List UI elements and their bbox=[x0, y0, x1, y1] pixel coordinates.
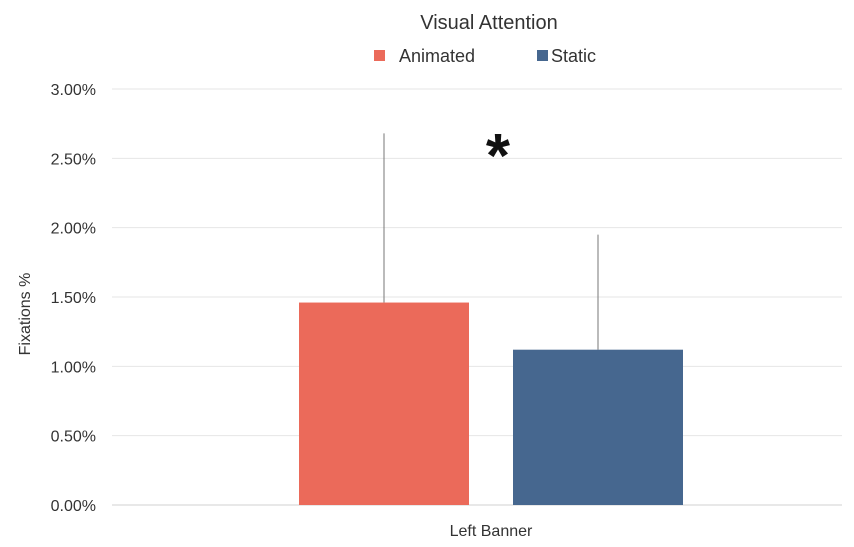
bars bbox=[299, 302, 683, 505]
y-axis-ticks: 0.00% 0.50% 1.00% 1.50% 2.00% 2.50% 3.00% bbox=[51, 82, 96, 515]
error-bars bbox=[383, 133, 599, 350]
x-tick-label: Left Banner bbox=[450, 523, 533, 540]
y-tick-label: 2.50% bbox=[51, 151, 96, 168]
legend-label-static: Static bbox=[551, 46, 596, 66]
y-tick-label: 1.00% bbox=[51, 359, 96, 376]
bar-animated bbox=[299, 302, 469, 505]
y-tick-label: 0.50% bbox=[51, 429, 96, 446]
y-tick-label: 0.00% bbox=[51, 498, 96, 515]
legend-label-animated: Animated bbox=[399, 46, 475, 66]
gridlines bbox=[112, 88, 842, 506]
legend-swatch-static bbox=[537, 50, 548, 61]
chart-title: Visual Attention bbox=[420, 12, 558, 34]
legend: Animated Static bbox=[374, 46, 596, 66]
y-axis-label: Fixations % bbox=[17, 273, 34, 356]
x-axis-ticks: Left Banner bbox=[450, 523, 533, 540]
y-tick-label: 1.50% bbox=[51, 290, 96, 307]
bar-static bbox=[513, 349, 683, 505]
significance-asterisk: * bbox=[486, 122, 511, 191]
y-tick-label: 2.00% bbox=[51, 221, 96, 238]
legend-swatch-animated bbox=[374, 50, 385, 61]
y-tick-label: 3.00% bbox=[51, 82, 96, 99]
